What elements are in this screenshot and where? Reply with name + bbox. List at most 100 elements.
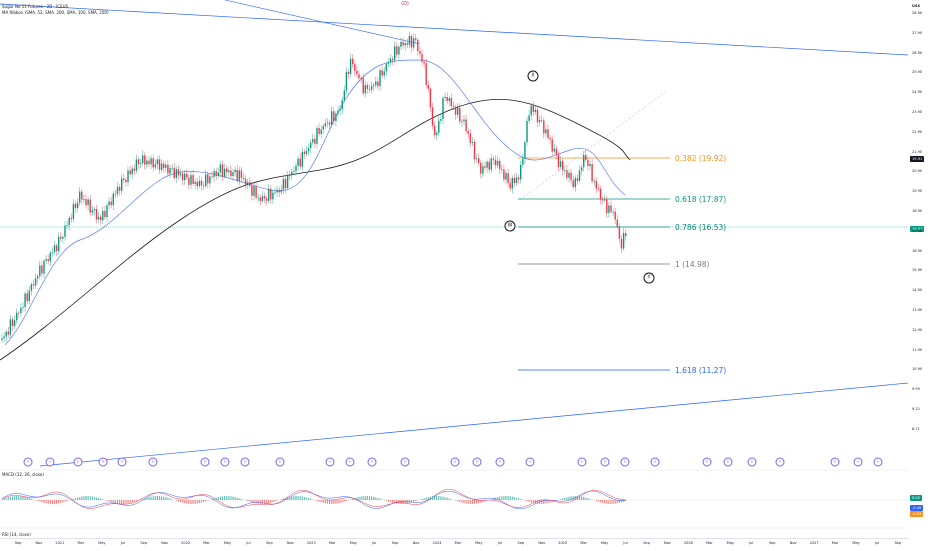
macd-bar: [148, 497, 149, 500]
event-marker[interactable]: D: [201, 458, 210, 467]
macd-bar: [388, 500, 389, 502]
event-marker[interactable]: D: [346, 458, 355, 467]
event-marker[interactable]: D: [651, 458, 660, 467]
event-marker[interactable]: D: [703, 458, 712, 467]
candle-body: [367, 85, 368, 89]
candle-body: [436, 133, 437, 135]
candle-body: [24, 293, 25, 307]
event-marker[interactable]: D: [24, 458, 33, 467]
macd-bar: [325, 500, 326, 503]
candle-body: [29, 291, 30, 301]
time-tick: Sep: [392, 541, 399, 545]
candle-body: [182, 174, 183, 181]
macd-bar: [587, 498, 588, 500]
macd-bar: [16, 496, 17, 500]
candle-body: [81, 192, 82, 200]
macd-bar: [518, 498, 519, 500]
rsi-label[interactable]: RSI (14, close): [2, 532, 31, 537]
macd-bar: [568, 497, 569, 500]
macd-bar: [182, 500, 183, 503]
candle-body: [98, 217, 99, 220]
candle-body: [333, 111, 334, 121]
candle-body: [100, 217, 101, 220]
macd-bar: [247, 500, 248, 501]
candle-body: [348, 72, 349, 74]
macd-label[interactable]: MACD (12, 26, close): [2, 472, 44, 477]
candle-body: [451, 98, 452, 106]
candle-body: [281, 190, 282, 193]
candle-body: [138, 159, 139, 164]
event-marker[interactable]: D: [118, 458, 127, 467]
candle-body: [270, 189, 271, 199]
candle-body: [379, 70, 380, 86]
macd-badge-3: -0.54: [910, 511, 923, 517]
event-marker[interactable]: D: [526, 458, 535, 467]
candle-body: [304, 152, 305, 154]
macd-bar: [207, 500, 208, 501]
price-tick: 12.90: [912, 328, 922, 332]
event-marker[interactable]: D: [578, 458, 587, 467]
indicator-legend[interactable]: MA Ribbon (SMA, 52, SMA, 200, SMA, 100, …: [2, 10, 109, 15]
event-marker[interactable]: D: [241, 458, 250, 467]
macd-bar: [60, 500, 61, 503]
event-marker[interactable]: D: [326, 458, 335, 467]
macd-bar: [340, 500, 341, 503]
candle-body: [392, 59, 393, 61]
event-marker[interactable]: D: [149, 458, 158, 467]
macd-bar: [503, 496, 504, 500]
time-tick: May: [601, 541, 608, 545]
event-marker[interactable]: D: [74, 458, 83, 467]
event-marker[interactable]: D: [368, 458, 377, 467]
event-marker[interactable]: D: [874, 458, 883, 467]
macd-bar: [455, 500, 456, 501]
macd-bar: [329, 500, 330, 504]
macd-bar: [92, 496, 93, 500]
event-marker[interactable]: D: [831, 458, 840, 467]
macd-bar: [333, 500, 334, 504]
event-marker[interactable]: D: [99, 458, 108, 467]
macd-bar: [25, 497, 26, 500]
candle-body: [96, 209, 97, 219]
event-marker[interactable]: D: [401, 458, 410, 467]
candle-body: [302, 152, 303, 167]
candle-body: [556, 149, 557, 155]
candle-body: [199, 181, 200, 186]
event-marker[interactable]: D: [724, 458, 733, 467]
time-tick: Nov: [413, 541, 420, 545]
macd-bar: [201, 500, 202, 503]
time-tick: Jul: [749, 541, 753, 545]
candle-body: [262, 196, 263, 201]
event-marker[interactable]: D: [621, 458, 630, 467]
candle-body: [207, 174, 208, 183]
event-marker[interactable]: D: [451, 458, 460, 467]
candle-body: [213, 171, 214, 177]
event-marker[interactable]: D: [776, 458, 785, 467]
event-marker[interactable]: D: [601, 458, 610, 467]
event-marker[interactable]: D: [276, 458, 285, 467]
macd-bar: [447, 498, 448, 500]
candle-body: [501, 169, 502, 170]
time-tick: Nov: [538, 541, 545, 545]
macd-bar: [102, 499, 103, 500]
candle-body: [615, 212, 616, 220]
event-marker[interactable]: D: [496, 458, 505, 467]
event-marker[interactable]: D: [854, 458, 863, 467]
symbol-title[interactable]: Sugar No 11 Futures · 2D · ICEUS: [2, 4, 68, 9]
macd-bar: [119, 500, 120, 504]
event-marker[interactable]: D: [473, 458, 482, 467]
candle-body: [176, 169, 177, 178]
macd-bar: [451, 499, 452, 500]
event-marker[interactable]: D: [221, 458, 230, 467]
candle-body: [415, 38, 416, 40]
event-marker[interactable]: D: [46, 458, 55, 467]
macd-bar: [606, 500, 607, 504]
candle-body: [526, 121, 527, 142]
candle-body: [342, 100, 343, 109]
fib-label-0618: 0.618 (17.87): [675, 195, 726, 204]
macd-bar: [295, 496, 296, 500]
candle-body: [600, 189, 601, 200]
event-marker[interactable]: D: [748, 458, 757, 467]
